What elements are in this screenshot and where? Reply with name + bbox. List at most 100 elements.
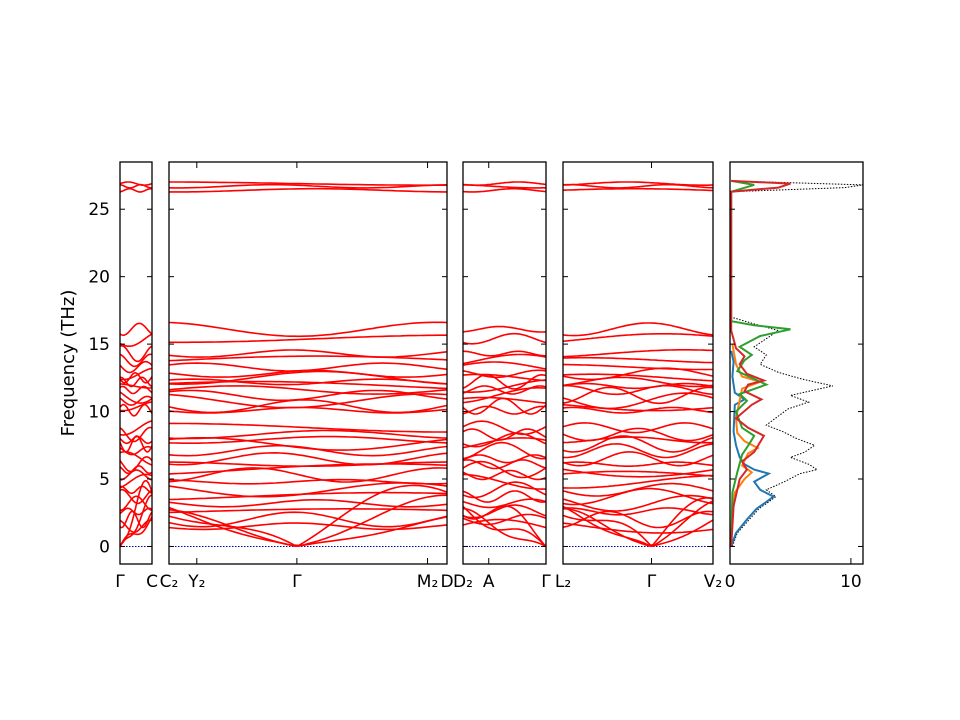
panel-3-band <box>462 420 547 436</box>
panel-3-band <box>462 432 547 448</box>
panel-4-band <box>562 427 714 442</box>
panel-3-band <box>462 181 547 186</box>
panel-1-band <box>119 353 153 368</box>
panel-2-band <box>168 362 448 372</box>
panel-1-band <box>119 322 153 336</box>
panel-3-band <box>463 473 546 490</box>
panel-1-band <box>119 401 153 412</box>
ytick-label: 5 <box>99 470 110 490</box>
dos-series-0 <box>730 180 864 547</box>
panel-4-band <box>562 403 714 412</box>
panel-2-xtick-label: C₂ <box>160 572 179 592</box>
panel-1-band <box>119 488 153 505</box>
panel-3-band <box>462 454 547 464</box>
panel-3-band <box>462 325 547 333</box>
panel-4-band <box>562 376 714 388</box>
panel-4-band <box>562 386 714 405</box>
panel-2-band <box>168 393 448 409</box>
panel-4-frame <box>562 161 714 565</box>
panel-2-band <box>168 467 448 483</box>
panel-2-band <box>168 451 448 466</box>
panel-3-xtick-label: A <box>483 572 495 592</box>
panel-4-band <box>562 494 714 512</box>
panel-2-band <box>169 187 447 193</box>
dos-series-4 <box>730 179 791 547</box>
panel-1-band <box>119 456 153 473</box>
panel-2-xtick-label: Γ <box>292 572 302 592</box>
panel-2-band <box>168 183 448 189</box>
panel-3-band <box>462 187 547 193</box>
panel-2-band <box>168 478 448 485</box>
panel-4-band <box>563 181 714 186</box>
panel-3-band <box>462 441 547 460</box>
panel-2-band <box>168 321 448 338</box>
panel-2-xtick-label: Y₂ <box>187 572 205 592</box>
panel-1-band <box>119 376 153 388</box>
panel-1-band <box>119 473 153 489</box>
panel-2-acoustic-band <box>168 494 448 547</box>
panel-4-band <box>562 443 714 459</box>
panel-2-xtick-label: M₂ <box>417 572 438 592</box>
panel-1-band <box>119 391 153 404</box>
panel-3-band <box>463 350 546 357</box>
panel-2-band <box>168 429 448 440</box>
panel-2-band <box>169 334 447 344</box>
panel-2-acoustic-band <box>168 484 448 547</box>
panel-1-band <box>119 333 153 347</box>
panel-4-band <box>562 406 714 414</box>
panel-1-band <box>119 360 153 374</box>
dos-series-3 <box>730 179 791 547</box>
panel-1-band <box>119 426 153 443</box>
panel-4-acoustic-band <box>562 500 714 547</box>
panel-frames <box>119 161 864 565</box>
panel-3-band <box>462 459 547 470</box>
band-lines <box>119 179 864 548</box>
panel-2-frame <box>168 161 448 565</box>
panel-4-acoustic-band <box>562 507 714 548</box>
panel-2-band <box>168 349 448 358</box>
panel-4-band <box>563 474 713 489</box>
panel-1-band <box>119 435 153 445</box>
panel-2-band <box>168 444 448 457</box>
dos-xtick-label: 10 <box>840 572 862 592</box>
panel-3-frame <box>462 161 547 565</box>
panel-1-frame <box>119 161 153 565</box>
panel-4-xtick-label: L₂ <box>555 572 571 592</box>
panel-1-band <box>119 403 153 417</box>
panel-1-xtick-label: C <box>146 572 158 592</box>
panel-4-band <box>562 468 714 478</box>
panel-2-band <box>168 522 448 531</box>
panel-2-band <box>168 508 448 514</box>
panel-4-xtick-label: V₂ <box>704 572 722 592</box>
panel-4-band <box>562 451 714 467</box>
panel-3-band <box>462 504 547 519</box>
panel-4-band <box>562 333 714 342</box>
panel-3-band <box>462 353 547 365</box>
panel-3-band <box>462 332 547 345</box>
panel-2-band <box>169 461 447 467</box>
panel-2-band <box>168 385 448 395</box>
ytick-label: 15 <box>88 335 110 355</box>
panel-3-band <box>462 396 547 404</box>
panel-4-band <box>562 487 714 506</box>
panel-4-band <box>563 363 713 371</box>
panel-1-band <box>119 183 152 189</box>
panel-3-band <box>462 428 547 441</box>
dos-xtick-label: 0 <box>725 572 736 592</box>
panel-3-band <box>462 369 547 379</box>
panel-4-band <box>562 461 714 467</box>
panel-3-acoustic-band <box>462 505 547 548</box>
y-axis-label: Frequency (THz) <box>58 290 79 437</box>
panel-4-band <box>562 522 714 534</box>
panel-4-band <box>562 187 714 192</box>
panel-4-band <box>563 183 714 189</box>
panel-1-band <box>119 181 153 186</box>
panel-2-band <box>168 499 448 508</box>
ytick-label: 20 <box>88 268 110 288</box>
ytick-label: 10 <box>88 403 110 423</box>
panel-2-band <box>168 435 448 444</box>
panel-3-xtick-label: D₂ <box>453 572 473 592</box>
panel-4-band <box>562 382 714 390</box>
